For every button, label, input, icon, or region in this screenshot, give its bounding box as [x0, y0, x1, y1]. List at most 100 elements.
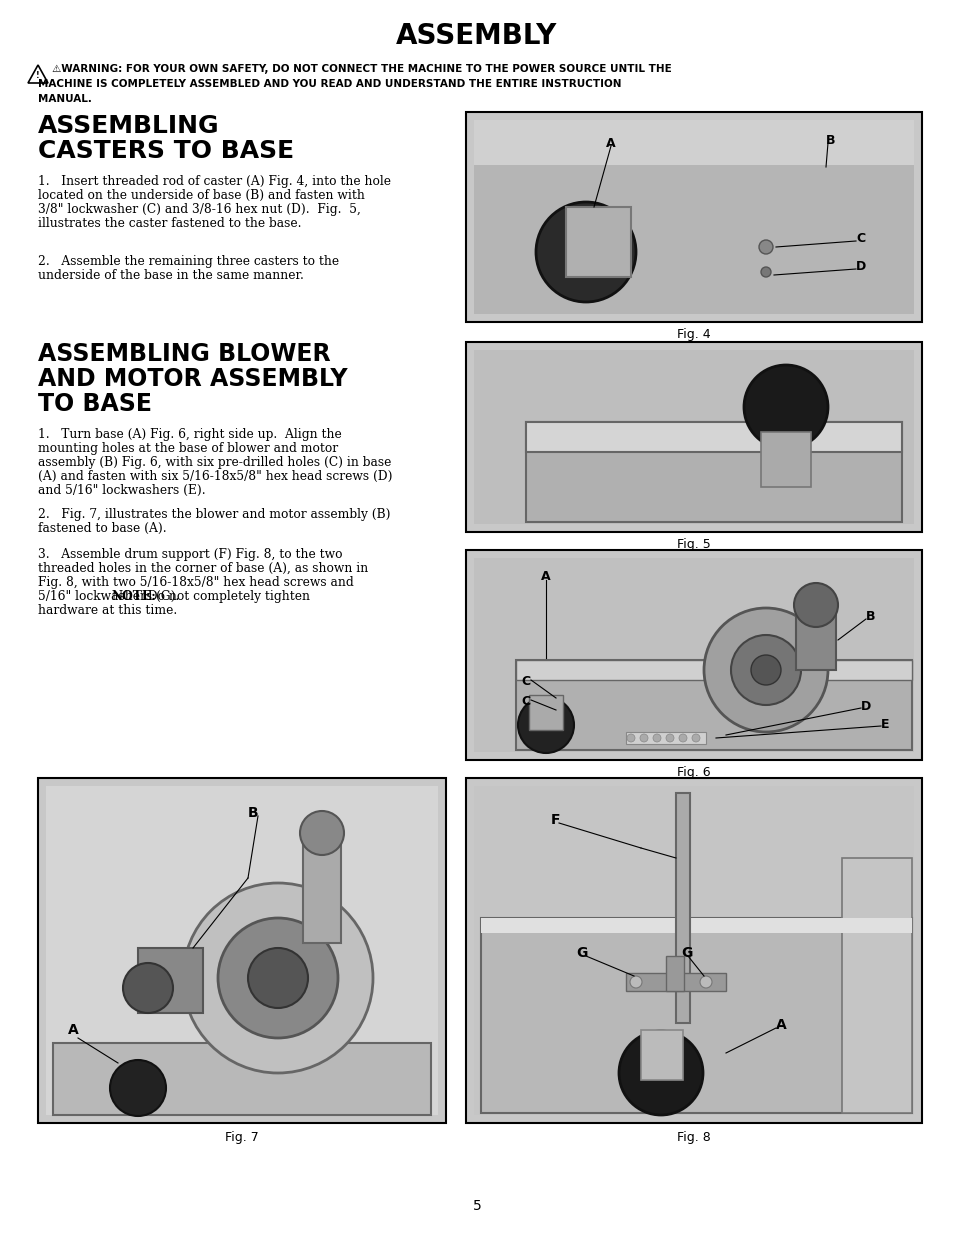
Text: Fig. 4: Fig. 4 — [677, 329, 710, 341]
Text: B: B — [248, 806, 258, 820]
Text: NOTE:: NOTE: — [112, 590, 156, 603]
Circle shape — [665, 734, 673, 742]
Text: Fig. 8, with two 5/16-18x5/8" hex head screws and: Fig. 8, with two 5/16-18x5/8" hex head s… — [38, 576, 354, 589]
Text: TO BASE: TO BASE — [38, 391, 152, 416]
Bar — [46, 785, 437, 1115]
Text: 3/8" lockwasher (C) and 3/8-16 hex nut (D).  Fig.  5,: 3/8" lockwasher (C) and 3/8-16 hex nut (… — [38, 203, 360, 216]
Text: A: A — [775, 1018, 786, 1032]
Text: B: B — [825, 135, 835, 147]
Text: G: G — [576, 946, 587, 960]
Text: Fig. 8: Fig. 8 — [677, 1131, 710, 1144]
Text: A: A — [605, 137, 615, 149]
Text: A: A — [68, 1023, 79, 1037]
Text: 5: 5 — [472, 1199, 481, 1213]
Bar — [474, 558, 913, 752]
Bar — [465, 342, 921, 532]
Bar — [465, 778, 921, 1123]
Circle shape — [536, 203, 636, 303]
Bar — [676, 793, 689, 1023]
Bar — [53, 1044, 431, 1115]
Text: located on the underside of base (B) and fasten with: located on the underside of base (B) and… — [38, 189, 364, 203]
Text: threaded holes in the corner of base (A), as shown in: threaded holes in the corner of base (A)… — [38, 562, 368, 576]
Circle shape — [110, 1060, 166, 1116]
Circle shape — [679, 734, 686, 742]
Bar — [138, 948, 203, 1013]
Bar — [516, 659, 911, 750]
Text: ASSEMBLY: ASSEMBLY — [395, 22, 558, 49]
Text: 1.   Turn base (A) Fig. 6, right side up.  Align the: 1. Turn base (A) Fig. 6, right side up. … — [38, 429, 341, 441]
Text: ⚠WARNING: FOR YOUR OWN SAFETY, DO NOT CONNECT THE MACHINE TO THE POWER SOURCE UN: ⚠WARNING: FOR YOUR OWN SAFETY, DO NOT CO… — [52, 64, 671, 74]
Circle shape — [652, 734, 660, 742]
Text: A: A — [540, 571, 550, 583]
Circle shape — [759, 240, 772, 254]
Text: ASSEMBLING: ASSEMBLING — [38, 114, 219, 138]
Text: F: F — [551, 813, 560, 827]
Text: B: B — [865, 610, 875, 622]
Circle shape — [629, 976, 641, 988]
Text: C: C — [855, 232, 864, 245]
Text: assembly (B) Fig. 6, with six pre-drilled holes (C) in base: assembly (B) Fig. 6, with six pre-drille… — [38, 456, 391, 469]
Bar — [303, 832, 340, 944]
Bar — [565, 207, 630, 277]
Text: G: G — [680, 946, 692, 960]
Circle shape — [299, 811, 344, 855]
Circle shape — [760, 267, 770, 277]
Bar — [474, 120, 913, 165]
Text: Do not completely tighten: Do not completely tighten — [144, 590, 310, 603]
Circle shape — [218, 918, 337, 1037]
Bar — [474, 785, 913, 1115]
Bar — [760, 432, 810, 487]
Bar — [38, 778, 446, 1123]
Bar — [474, 120, 913, 314]
Circle shape — [626, 734, 635, 742]
Bar — [841, 858, 911, 1113]
Bar — [525, 422, 901, 452]
Bar — [480, 918, 911, 1113]
Text: MACHINE IS COMPLETELY ASSEMBLED AND YOU READ AND UNDERSTAND THE ENTIRE INSTRUCTI: MACHINE IS COMPLETELY ASSEMBLED AND YOU … — [38, 79, 620, 89]
Text: 2.   Fig. 7, illustrates the blower and motor assembly (B): 2. Fig. 7, illustrates the blower and mo… — [38, 508, 390, 521]
Circle shape — [700, 976, 711, 988]
Text: underside of the base in the same manner.: underside of the base in the same manner… — [38, 269, 304, 282]
Bar — [525, 422, 901, 522]
Text: 1.   Insert threaded rod of caster (A) Fig. 4, into the hole: 1. Insert threaded rod of caster (A) Fig… — [38, 175, 391, 188]
Circle shape — [750, 655, 781, 685]
Text: D: D — [855, 261, 865, 273]
Text: Fig. 6: Fig. 6 — [677, 766, 710, 779]
Text: MANUAL.: MANUAL. — [38, 94, 91, 104]
Circle shape — [248, 948, 308, 1008]
Text: D: D — [861, 700, 870, 713]
Text: hardware at this time.: hardware at this time. — [38, 604, 177, 618]
Bar — [465, 550, 921, 760]
Bar — [480, 918, 911, 932]
Text: AND MOTOR ASSEMBLY: AND MOTOR ASSEMBLY — [38, 367, 347, 391]
Bar — [625, 732, 705, 743]
Bar — [465, 112, 921, 322]
Bar — [665, 956, 683, 990]
Text: mounting holes at the base of blower and motor: mounting holes at the base of blower and… — [38, 442, 337, 454]
Text: Fig. 7: Fig. 7 — [225, 1131, 258, 1144]
Circle shape — [639, 734, 647, 742]
Text: !: ! — [36, 72, 40, 80]
Text: 2.   Assemble the remaining three casters to the: 2. Assemble the remaining three casters … — [38, 254, 338, 268]
Circle shape — [703, 608, 827, 732]
Text: Fig. 5: Fig. 5 — [677, 538, 710, 551]
Circle shape — [793, 583, 837, 627]
Bar — [625, 973, 725, 990]
Text: 5/16" lockwashers (G).: 5/16" lockwashers (G). — [38, 590, 187, 603]
Bar — [795, 605, 835, 671]
Text: C: C — [520, 676, 530, 688]
Text: (A) and fasten with six 5/16-18x5/8" hex head screws (D): (A) and fasten with six 5/16-18x5/8" hex… — [38, 471, 392, 483]
Circle shape — [123, 963, 172, 1013]
Text: E: E — [880, 718, 888, 731]
Text: CASTERS TO BASE: CASTERS TO BASE — [38, 140, 294, 163]
Circle shape — [691, 734, 700, 742]
Circle shape — [730, 635, 801, 705]
Text: illustrates the caster fastened to the base.: illustrates the caster fastened to the b… — [38, 217, 301, 230]
Bar — [516, 659, 911, 680]
Circle shape — [517, 697, 574, 753]
Circle shape — [618, 1031, 702, 1115]
Text: C: C — [520, 695, 530, 708]
Text: and 5/16" lockwashers (E).: and 5/16" lockwashers (E). — [38, 484, 206, 496]
Bar — [474, 350, 913, 524]
Text: 3.   Assemble drum support (F) Fig. 8, to the two: 3. Assemble drum support (F) Fig. 8, to … — [38, 548, 342, 561]
